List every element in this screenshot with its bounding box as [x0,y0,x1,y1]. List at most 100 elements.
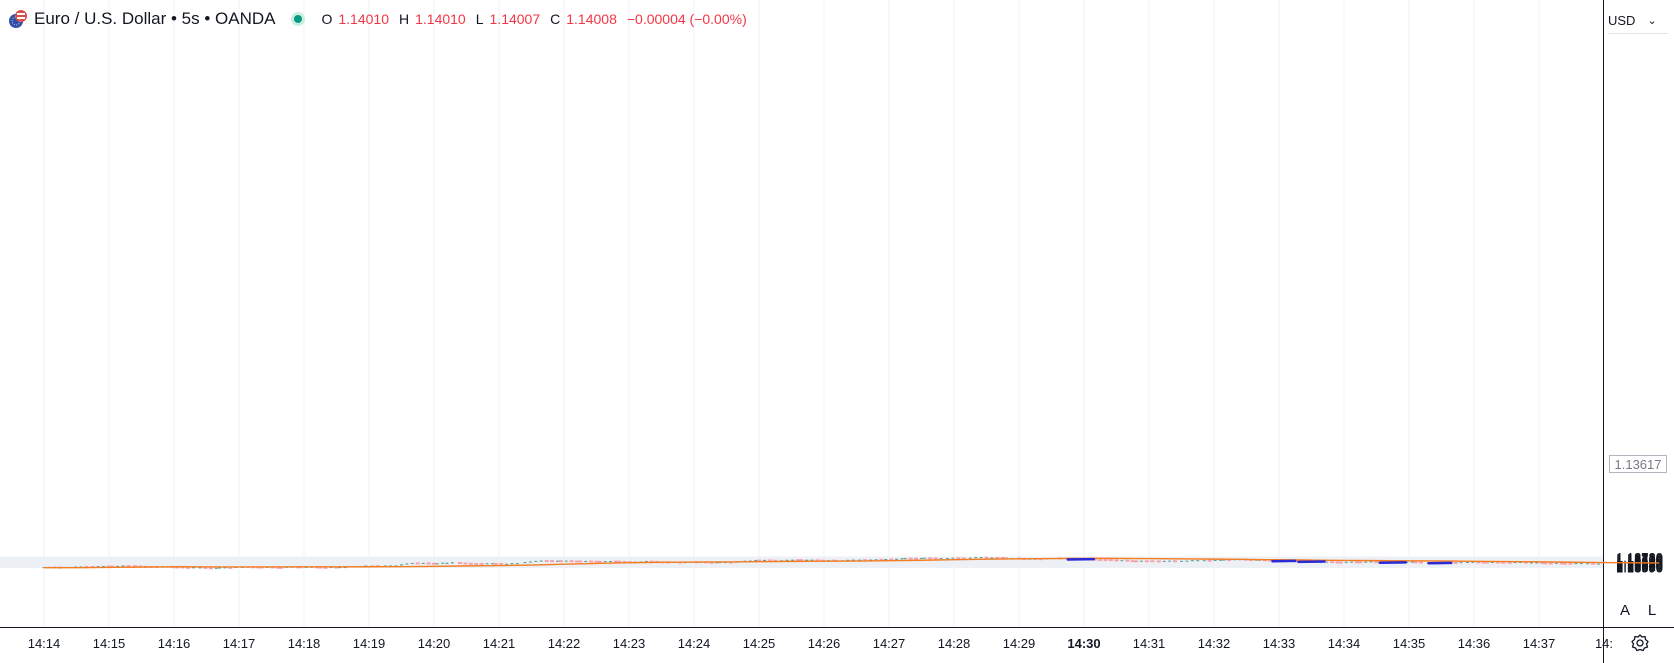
candle-body [1579,563,1583,565]
candle [589,560,594,563]
candle-body [1364,561,1368,563]
candle-body [584,560,588,562]
candle [961,557,966,560]
candle [754,560,758,562]
candle-body [578,560,583,563]
candle [1507,561,1512,564]
candle-body [329,567,333,569]
candle-body [491,563,494,565]
open-label: O [321,11,333,27]
x-tick-label: 14:31 [1133,636,1166,651]
candle-body [594,560,599,563]
candle-body [343,567,347,569]
candle-body [1325,561,1329,563]
candle [1150,560,1155,563]
candle [364,565,368,567]
candle-body [928,557,933,560]
candle [757,559,761,562]
y-tick-label: 1.13670 [1616,555,1663,570]
candle [1185,560,1189,562]
candle [575,560,579,563]
candle-body [493,562,498,565]
candle-body [1418,561,1423,564]
candle-body [1519,561,1523,563]
candle [791,559,795,561]
candle-body [338,567,342,569]
candle-body [102,566,106,568]
candle [990,557,994,559]
candle-body [523,562,527,564]
candle-body [528,561,532,563]
candle [389,565,393,567]
candle [920,557,923,559]
market-open-dot-icon[interactable] [291,12,306,26]
candle-body [1413,561,1418,564]
candle-body [1374,561,1379,564]
candle [450,562,454,564]
candle [767,559,772,562]
candle [762,559,766,561]
candle [884,558,888,561]
candle-body [900,558,904,560]
candle-body [534,560,538,562]
candle-body [858,559,862,561]
candle-body [485,563,489,565]
candle-body [1548,562,1553,565]
x-tick-label: 14:26 [808,636,841,651]
candle-body [617,560,622,563]
candle-body [1563,562,1567,565]
candle [951,557,955,559]
x-tick-label: 14:14 [28,636,61,651]
candle-body [389,565,393,567]
candle [1563,562,1567,565]
candle [1548,562,1553,565]
auto-scale-button[interactable]: A [1619,601,1630,619]
candle-body [884,559,888,561]
log-scale-button[interactable]: L [1647,601,1657,619]
currency-button[interactable]: USD ⌄ [1608,7,1668,34]
candle-body [1156,560,1161,563]
symbol-title[interactable]: Euro / U.S. Dollar • 5s • OANDA [34,9,276,28]
candle [939,558,943,560]
y-tick-label: 1.13720 [1616,551,1663,566]
candle [534,560,538,562]
candle-body [767,559,772,562]
candle-body [474,563,479,566]
candle [463,562,468,565]
x-tick-label: 14:37 [1523,636,1556,651]
candle [441,562,445,564]
candle [445,562,449,564]
candle [617,560,622,563]
candle [609,560,613,563]
euro-dollar-flag-icon[interactable] [8,9,28,29]
candle-body [575,560,579,563]
candle-body [116,565,120,567]
candle-body [435,563,439,565]
candle-body [1568,562,1573,565]
y-tick-label: 1.13730 [1616,550,1663,565]
x-tick-label: 14:36 [1458,636,1491,651]
candle [1540,561,1545,564]
candle [644,560,648,562]
candle-body [223,567,227,569]
candle [933,557,938,560]
candle-body [908,557,913,560]
candle [968,557,972,559]
candle [908,557,913,560]
candle-body [1109,559,1114,562]
candle [1207,559,1212,562]
candle [116,565,120,567]
x-tick-label: 14:21 [483,636,516,651]
change-value: −0.00004 (−0.00%) [626,11,747,27]
candle [1413,561,1418,564]
candle [421,562,425,564]
candle [405,563,409,565]
candle [584,560,588,562]
candle-body [1103,559,1108,562]
x-tick-label: 14:25 [743,636,776,651]
candle-body [505,563,509,565]
candle-body [609,561,613,563]
gear-icon[interactable] [1630,633,1650,653]
candle [1501,561,1506,564]
